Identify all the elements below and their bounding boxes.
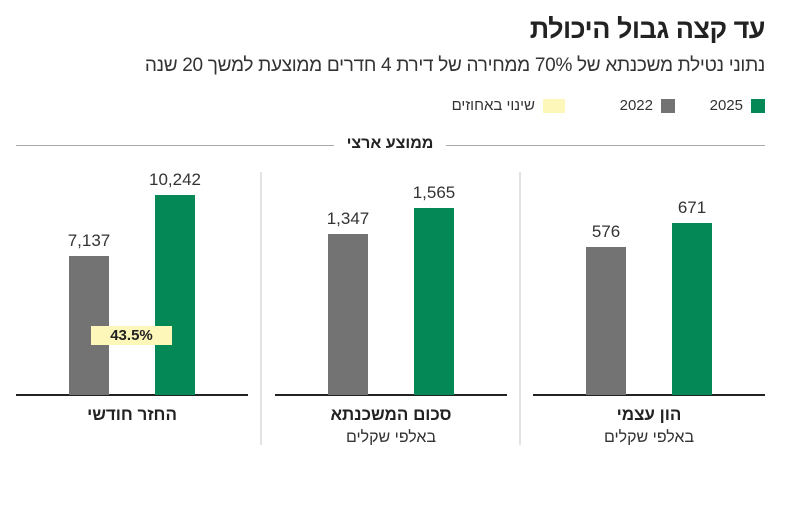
bar-2022 bbox=[328, 234, 368, 395]
legend-item-2022: 2022 bbox=[620, 97, 675, 114]
legend-label-2025: 2025 bbox=[709, 97, 743, 114]
value-label: 671 bbox=[677, 197, 707, 217]
value-label: 10,242 bbox=[149, 170, 201, 189]
legend-item-2025: 2025 bbox=[710, 97, 765, 114]
bar-2022 bbox=[69, 255, 109, 395]
panel-separator bbox=[519, 172, 521, 445]
bar-2025 bbox=[672, 222, 712, 395]
value-label: 576 bbox=[591, 222, 621, 242]
value-label: 7,137 bbox=[67, 230, 111, 250]
legend-swatch-2022 bbox=[661, 98, 675, 113]
chart-subtitle: נתוני נטילת משכנתא של 70% ממחירה של דירת… bbox=[144, 55, 765, 76]
bar-2022 bbox=[586, 247, 626, 395]
legend-label-change: שינוי באחוזים bbox=[451, 97, 535, 114]
bar-2025 bbox=[155, 195, 195, 395]
category-title: החזר חודשי bbox=[87, 405, 177, 424]
category-title: הון עצמי bbox=[616, 405, 682, 424]
section-divider bbox=[16, 145, 334, 146]
value-label: 1,347 bbox=[326, 209, 370, 229]
change-badge: 43.5% bbox=[91, 326, 172, 345]
baseline bbox=[16, 394, 248, 396]
baseline bbox=[533, 394, 765, 396]
category-title: סכום המשכנתא bbox=[330, 405, 452, 424]
legend-item-change: שינוי באחוזים bbox=[452, 97, 565, 114]
baseline bbox=[275, 394, 507, 396]
unit-label: באלפי שקלים bbox=[603, 429, 695, 446]
unit-label: באלפי שקלים bbox=[345, 429, 437, 446]
section-title: ממוצע ארצי bbox=[346, 135, 434, 152]
legend-label-2022: 2022 bbox=[619, 97, 653, 114]
section-divider bbox=[446, 145, 765, 146]
legend-swatch-2025 bbox=[751, 98, 765, 113]
chart-title: עד קצה גבול היכולת bbox=[529, 14, 766, 44]
bar-2025 bbox=[414, 208, 454, 395]
value-label: 1,565 bbox=[412, 183, 456, 203]
panel-separator bbox=[260, 172, 262, 445]
legend-swatch-change bbox=[543, 98, 565, 113]
